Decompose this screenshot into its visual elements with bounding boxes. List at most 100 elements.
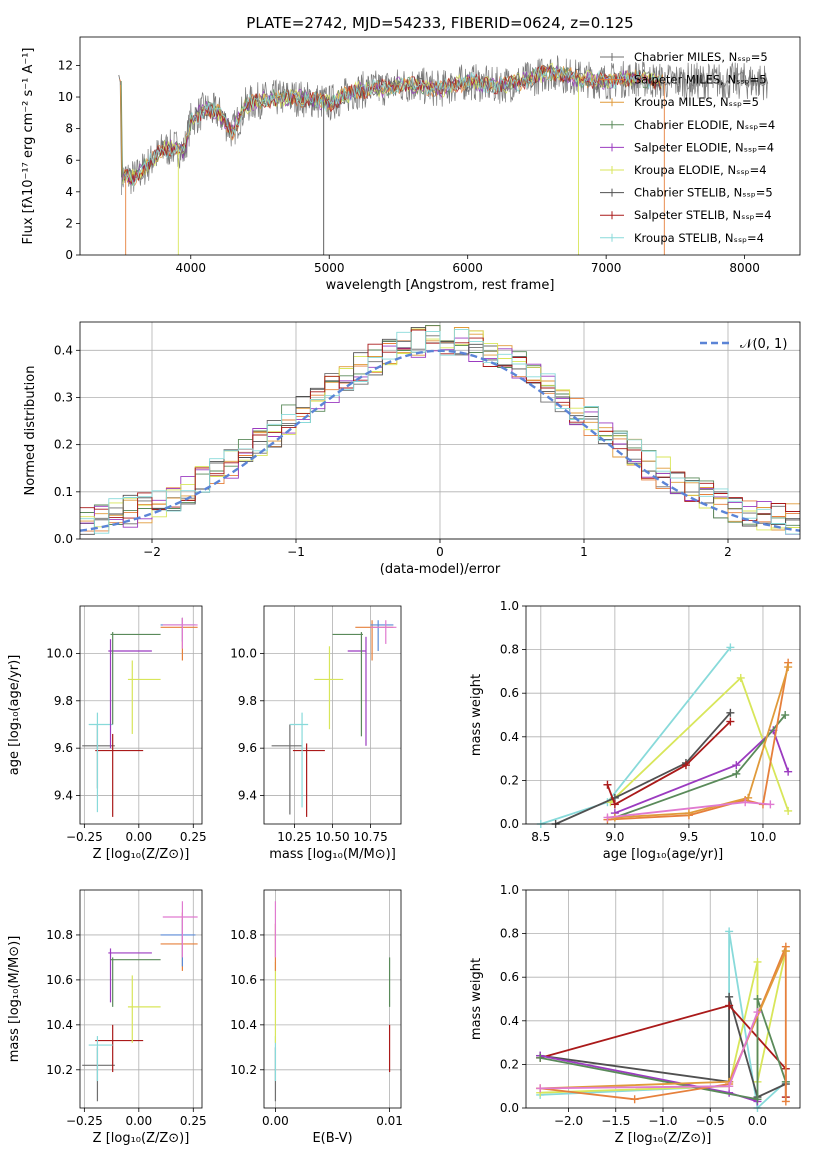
x-axis-label: age [log₁₀(age/yr)] xyxy=(603,847,724,862)
mass-vs-metallicity-panel: −0.25 0.00 0.25 10.2 10.4 10.6 10.8 Z [log₁₀(Z/… xyxy=(7,889,207,1146)
y-tick-label: 9.8 xyxy=(238,694,257,708)
y-tick-label: 10.2 xyxy=(230,1063,257,1077)
axes-frame xyxy=(79,889,203,1109)
x-tick-label: 0.25 xyxy=(180,1114,207,1128)
axes-frame xyxy=(525,889,801,1109)
legend-label: 𝒩(0, 1) xyxy=(740,337,787,352)
x-tick-label: 10.0 xyxy=(750,830,777,844)
model-spectrum-line xyxy=(124,65,661,185)
y-tick-label: 10.4 xyxy=(46,1018,73,1032)
x-tick-label: 4000 xyxy=(175,261,206,275)
x-tick-label: 10.50 xyxy=(315,830,349,844)
legend-label: Kroupa MILES, Nₛₛₚ=5 xyxy=(634,95,759,109)
x-tick-label: 6000 xyxy=(452,261,483,275)
x-tick-label: 2 xyxy=(724,545,732,559)
age-vs-mass-panel: 10.25 10.50 10.75 9.4 9.6 9.8 10.0 mass [log₁₀(… xyxy=(230,605,402,862)
y-tick-label: 10.0 xyxy=(230,646,257,660)
x-tick-label: −0.25 xyxy=(66,830,103,844)
y-axis-label: age [log₁₀(age/yr)] xyxy=(7,655,22,776)
x-tick-label: −1.5 xyxy=(601,1114,630,1128)
x-tick-label: 8.5 xyxy=(531,830,550,844)
axes-frame xyxy=(263,605,402,825)
y-axis-label: mass weight xyxy=(469,674,484,756)
y-axis-label: mass weight xyxy=(469,958,484,1040)
mass-weight-series-line xyxy=(614,728,790,814)
legend-label: Salpeter STELIB, Nₛₛₚ=4 xyxy=(634,208,772,222)
y-tick-label: 0.0 xyxy=(54,532,73,546)
x-tick-label: 9.5 xyxy=(679,830,698,844)
y-tick-label: 6 xyxy=(65,153,73,167)
x-axis-label: (data-model)/error xyxy=(380,562,501,577)
x-tick-label: 0.00 xyxy=(125,830,152,844)
y-tick-label: 10.4 xyxy=(230,1018,257,1032)
axes-frame xyxy=(263,889,402,1109)
y-tick-label: 0.4 xyxy=(500,1014,519,1028)
x-tick-label: 0.00 xyxy=(262,1114,289,1128)
y-tick-label: 0.0 xyxy=(500,817,519,831)
chart-title: PLATE=2742, MJD=54233, FIBERID=0624, z=0… xyxy=(246,14,633,32)
x-axis-label: Z [log₁₀(Z/Z⊙)] xyxy=(93,1131,190,1146)
x-tick-label: 10.75 xyxy=(353,830,387,844)
y-tick-label: 2 xyxy=(65,216,73,230)
y-tick-label: 9.8 xyxy=(54,694,73,708)
y-tick-label: 9.6 xyxy=(54,741,73,755)
y-tick-label: 0.4 xyxy=(54,343,73,357)
mass-weight-series-line xyxy=(555,712,732,825)
y-tick-label: 10.6 xyxy=(230,973,257,987)
y-tick-label: 10.0 xyxy=(46,646,73,660)
x-tick-label: 0 xyxy=(436,545,444,559)
y-tick-label: 0 xyxy=(65,248,73,262)
x-tick-label: −2.0 xyxy=(554,1114,583,1128)
y-tick-label: 8 xyxy=(65,122,73,136)
legend-label: Kroupa STELIB, Nₛₛₚ=4 xyxy=(634,231,764,245)
y-tick-label: 0.4 xyxy=(500,730,519,744)
x-tick-label: 0.01 xyxy=(376,1114,403,1128)
mass-weight-vs-age-panel: 8.5 9.0 9.5 10.0 0.0 0.2 0.4 0.6 0.8 1.0 age [log₁… xyxy=(469,599,801,862)
x-tick-label: −1 xyxy=(287,545,305,559)
x-tick-label: 5000 xyxy=(314,261,345,275)
x-tick-label: 8000 xyxy=(729,261,760,275)
y-axis-label: Flux [fλ10⁻¹⁷ erg cm⁻² s⁻¹ A⁻¹] xyxy=(21,48,36,245)
mass-weight-series-line xyxy=(606,720,732,806)
y-tick-label: 9.6 xyxy=(238,741,257,755)
y-tick-label: 10.8 xyxy=(46,928,73,942)
x-tick-label: 0.0 xyxy=(748,1114,767,1128)
x-tick-label: 10.25 xyxy=(277,830,311,844)
y-tick-label: 0.3 xyxy=(54,390,73,404)
y-tick-label: 0.0 xyxy=(500,1101,519,1115)
y-tick-label: 0.2 xyxy=(54,438,73,452)
y-tick-label: 9.4 xyxy=(238,789,257,803)
legend-label: Chabrier STELIB, Nₛₛₚ=5 xyxy=(634,186,773,200)
axes-frame xyxy=(79,321,801,540)
x-tick-label: 9.0 xyxy=(605,830,624,844)
histogram-step-line xyxy=(80,329,800,535)
normal-distribution-line xyxy=(79,349,801,532)
legend-label: Chabrier MILES, Nₛₛₚ=5 xyxy=(634,50,768,64)
y-tick-label: 1.0 xyxy=(500,883,519,897)
y-axis-label: Normed distribution xyxy=(23,366,38,496)
model-spectrum-line xyxy=(125,66,662,187)
y-tick-label: 0.8 xyxy=(500,927,519,941)
y-tick-label: 10 xyxy=(58,90,73,104)
y-tick-label: 1.0 xyxy=(500,599,519,613)
legend-label: Salpeter ELODIE, Nₛₛₚ=4 xyxy=(634,140,774,154)
x-tick-label: −0.25 xyxy=(66,1114,103,1128)
model-spectrum-line xyxy=(123,63,768,183)
y-tick-label: 10.6 xyxy=(46,973,73,987)
y-tick-label: 12 xyxy=(58,58,73,72)
x-tick-label: 0.00 xyxy=(125,1114,152,1128)
x-tick-label: −0.5 xyxy=(696,1114,725,1128)
y-tick-label: 10.8 xyxy=(230,928,257,942)
y-axis-label: mass [log₁₀(M/M⊙)] xyxy=(7,936,22,1063)
axes-frame xyxy=(525,605,801,825)
residual-histogram-panel: −2 −1 0 1 2 0.0 0.1 0.2 0.3 0.4 (data-model)/error… xyxy=(23,321,801,577)
x-axis-label: E(B-V) xyxy=(312,1131,352,1146)
x-tick-label: 0.25 xyxy=(180,830,207,844)
mass-weight-vs-metallicity-panel: −2.0 −1.5 −1.0 −0.5 0.0 0.0 0.2 0.4 0.6 0.8 1.0 Z [… xyxy=(469,883,801,1146)
axes-frame xyxy=(79,605,203,825)
y-tick-label: 9.4 xyxy=(54,789,73,803)
spectrum-panel: 4000 5000 6000 7000 8000 0 2 4 6 8 10 12 wavelength … xyxy=(21,14,801,293)
legend-label: Chabrier ELODIE, Nₛₛₚ=4 xyxy=(634,118,775,132)
x-axis-label: wavelength [Angstrom, rest frame] xyxy=(326,278,555,293)
